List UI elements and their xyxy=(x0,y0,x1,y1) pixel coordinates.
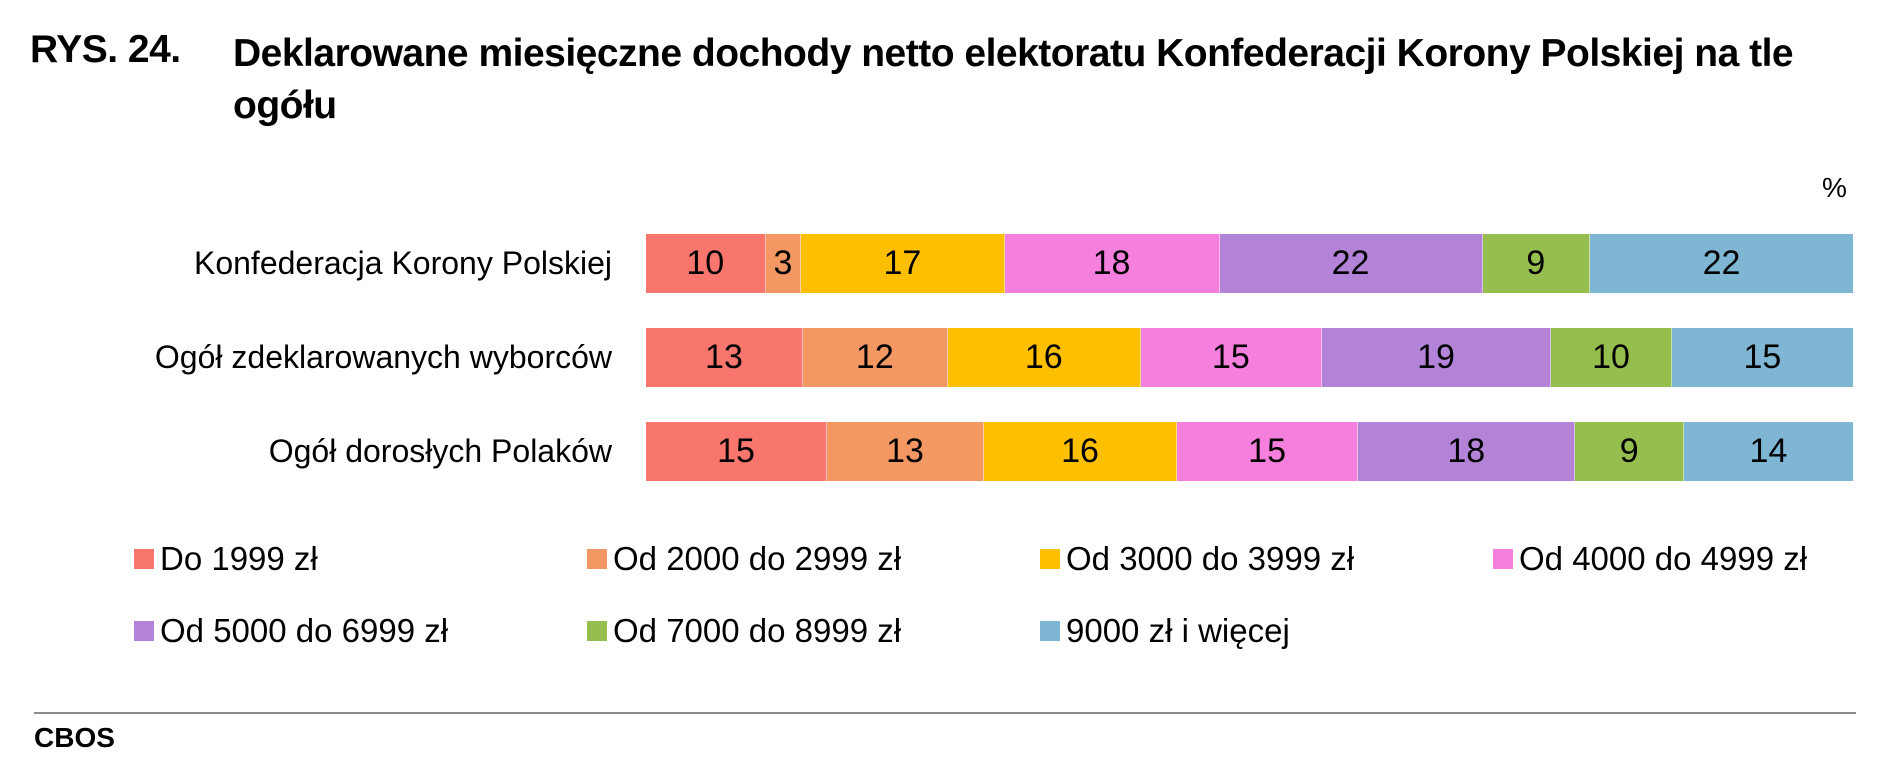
bar-segment: 18 xyxy=(1358,422,1576,481)
bar-segment: 15 xyxy=(646,422,828,481)
legend-label: Od 7000 do 8999 zł xyxy=(613,612,902,649)
figure-number: RYS. 24. xyxy=(30,28,181,71)
legend-swatch-icon xyxy=(1493,549,1513,569)
legend-label: Do 1999 zł xyxy=(160,540,318,577)
legend-swatch-icon xyxy=(134,621,154,641)
legend-label: Od 5000 do 6999 zł xyxy=(160,612,449,649)
source-label: CBOS xyxy=(34,722,115,753)
legend-item: Od 4000 do 4999 zł xyxy=(1493,540,1807,578)
bar-kkp: 10 3 17 18 22 9 22 xyxy=(646,234,1853,293)
bar-segment: 12 xyxy=(802,328,948,387)
legend-item: Od 2000 do 2999 zł xyxy=(587,540,901,578)
legend-item: 9000 zł i więcej xyxy=(1040,612,1290,650)
bar-segment: 15 xyxy=(1177,422,1359,481)
legend-item: Od 5000 do 6999 zł xyxy=(134,612,448,650)
legend-swatch-icon xyxy=(587,621,607,641)
row-label-kkp: Konfederacja Korony Polskiej xyxy=(193,245,612,281)
bar-segment: 16 xyxy=(983,422,1178,481)
legend-item: Do 1999 zł xyxy=(134,540,318,578)
bar-segment: 19 xyxy=(1321,328,1552,387)
row-label-declared-voters: Ogół zdeklarowanych wyborców xyxy=(154,339,612,375)
bar-segment: 17 xyxy=(801,234,1005,293)
bar-segment: 15 xyxy=(1671,328,1853,387)
chart-title: Deklarowane miesięczne dochody netto ele… xyxy=(233,32,1794,127)
legend-swatch-icon xyxy=(134,549,154,569)
bar-segment: 10 xyxy=(646,234,766,293)
legend-item: Od 7000 do 8999 zł xyxy=(587,612,901,650)
legend-label: 9000 zł i więcej xyxy=(1066,612,1290,649)
bar-segment: 13 xyxy=(827,422,984,481)
legend-label: Od 2000 do 2999 zł xyxy=(613,540,902,577)
bar-segment: 15 xyxy=(1140,328,1322,387)
bar-segment: 18 xyxy=(1004,234,1220,293)
bar-segment: 22 xyxy=(1590,234,1853,293)
unit-label: % xyxy=(1822,172,1847,203)
row-label-adult-poles: Ogół dorosłych Polaków xyxy=(268,433,612,469)
bar-segment: 22 xyxy=(1219,234,1483,293)
legend-item: Od 3000 do 3999 zł xyxy=(1040,540,1354,578)
legend-swatch-icon xyxy=(587,549,607,569)
legend-label: Od 4000 do 4999 zł xyxy=(1519,540,1808,577)
bar-segment: 3 xyxy=(765,234,802,293)
bar-segment: 16 xyxy=(947,328,1141,387)
legend-label: Od 3000 do 3999 zł xyxy=(1066,540,1355,577)
legend-swatch-icon xyxy=(1040,549,1060,569)
bar-segment: 14 xyxy=(1683,422,1853,481)
bar-segment: 10 xyxy=(1551,328,1672,387)
bar-segment: 9 xyxy=(1575,422,1684,481)
footer-divider xyxy=(34,712,1856,714)
bar-adult-poles: 15 13 16 15 18 9 14 xyxy=(646,422,1853,481)
bar-segment: 9 xyxy=(1482,234,1591,293)
legend-swatch-icon xyxy=(1040,621,1060,641)
bar-segment: 13 xyxy=(646,328,803,387)
bar-declared-voters: 13 12 16 15 19 10 15 xyxy=(646,328,1853,387)
